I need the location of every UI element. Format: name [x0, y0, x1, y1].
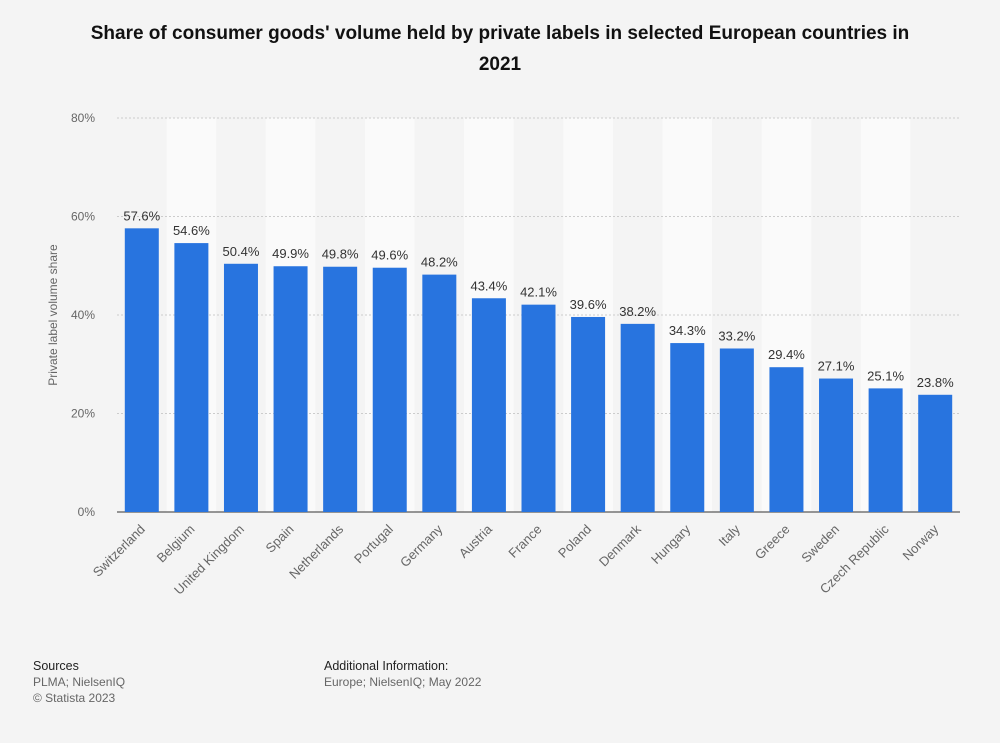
bar[interactable] — [273, 266, 308, 512]
additional-info-text: Europe; NielsenIQ; May 2022 — [324, 675, 482, 689]
data-label: 50.4% — [223, 244, 260, 259]
bar[interactable] — [620, 323, 655, 512]
bar[interactable] — [174, 243, 209, 512]
bar[interactable] — [571, 316, 606, 512]
x-tick-label: Norway — [900, 521, 942, 563]
data-label: 38.2% — [619, 304, 656, 319]
x-tick-label: Greece — [752, 522, 793, 563]
bar[interactable] — [819, 378, 854, 512]
data-label: 54.6% — [173, 223, 210, 238]
sources-block: Sources PLMA; NielsenIQ © Statista 2023 — [33, 658, 125, 706]
y-tick-label: 80% — [71, 111, 95, 125]
bar[interactable] — [471, 298, 506, 512]
y-tick-label: 40% — [71, 308, 95, 322]
data-label: 29.4% — [768, 347, 805, 362]
sources-heading: Sources — [33, 659, 79, 673]
data-label: 57.6% — [123, 208, 160, 223]
bar[interactable] — [868, 388, 903, 512]
data-label: 43.4% — [470, 278, 507, 293]
y-tick-label: 0% — [78, 505, 96, 519]
additional-info-heading: Additional Information: — [324, 659, 449, 673]
data-label: 34.3% — [669, 323, 706, 338]
bar[interactable] — [769, 367, 804, 512]
data-label: 25.1% — [867, 368, 904, 383]
x-tick-label: Sweden — [798, 522, 842, 566]
bar[interactable] — [422, 274, 457, 512]
x-tick-label: Portugal — [351, 521, 396, 566]
additional-info-block: Additional Information: Europe; NielsenI… — [324, 658, 481, 690]
copyright-text: © Statista 2023 — [33, 691, 116, 705]
y-tick-label: 60% — [71, 210, 95, 224]
x-tick-label: France — [505, 522, 544, 561]
x-tick-label: Poland — [555, 522, 594, 561]
data-label: 42.1% — [520, 285, 557, 300]
bar[interactable] — [670, 343, 705, 512]
bar[interactable] — [719, 348, 754, 512]
data-label: 27.1% — [818, 359, 855, 374]
data-label: 39.6% — [570, 297, 607, 312]
x-tick-label: Italy — [716, 521, 744, 549]
x-tick-label: Spain — [263, 522, 297, 556]
sources-text: PLMA; NielsenIQ — [33, 675, 126, 689]
bar[interactable] — [918, 394, 953, 512]
data-label: 33.2% — [718, 328, 755, 343]
bar[interactable] — [372, 267, 407, 512]
x-tick-label: Germany — [397, 521, 446, 570]
x-tick-label: Hungary — [648, 521, 694, 567]
y-axis: 0% 20% 40% 60% 80% — [71, 111, 95, 519]
data-label: 23.8% — [917, 375, 954, 390]
x-tick-label: Netherlands — [286, 521, 347, 582]
data-label: 49.8% — [322, 247, 359, 262]
data-label: 48.2% — [421, 255, 458, 270]
data-label: 49.6% — [371, 248, 408, 263]
bar[interactable] — [323, 266, 358, 512]
x-tick-label: Switzerland — [90, 522, 148, 580]
bar-chart: 57.6% 54.6% 50.4% 49.9% 49.8% 49.6% 48.2% 43.4%… — [46, 111, 960, 598]
chart-title: Share of consumer goods' volume held by … — [90, 23, 910, 75]
bar-series: 57.6% 54.6% 50.4% 49.9% 49.8% 49.6% 48.2% 43.4%… — [123, 208, 954, 512]
x-tick-label: Belgium — [154, 522, 198, 566]
y-tick-label: 20% — [71, 407, 95, 421]
bar[interactable] — [223, 263, 258, 512]
data-label: 49.9% — [272, 246, 309, 261]
bar[interactable] — [521, 304, 556, 512]
x-tick-label: Denmark — [596, 521, 644, 569]
y-axis-title: Private label volume share — [46, 244, 60, 386]
x-tick-label: Austria — [456, 521, 496, 561]
bar[interactable] — [124, 228, 159, 512]
